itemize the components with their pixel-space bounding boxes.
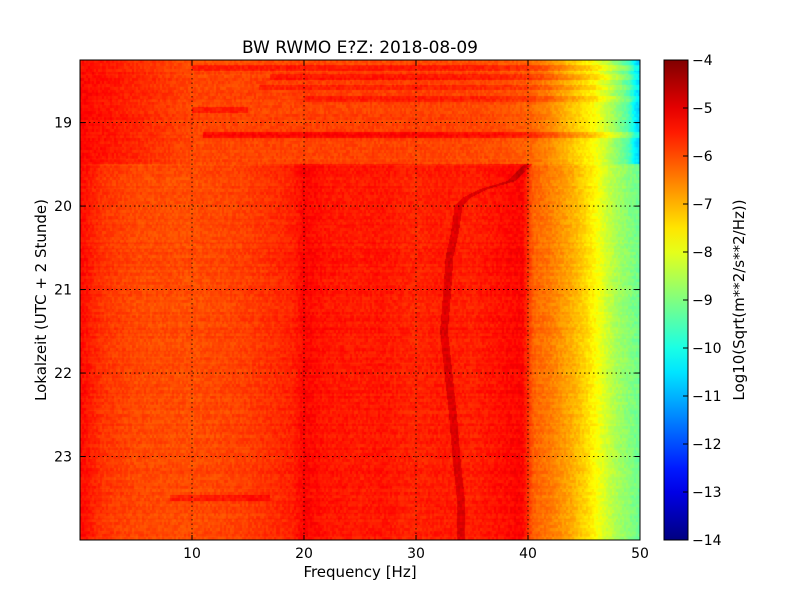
grid-lines: [80, 60, 640, 540]
plot-area: 10 20 30 40 50 19 20 21 22 23: [54, 59, 649, 562]
x-axis-label: Frequency [Hz]: [303, 563, 416, 581]
y-tick-label: 20: [54, 199, 72, 215]
spectrogram-heatmap: [80, 60, 640, 540]
colorbar-tick-label: −6: [692, 149, 713, 165]
colorbar-tick-label: −14: [692, 533, 722, 549]
colorbar-ticks: −4 −5 −6 −7 −8 −9 −10 −11 −12 −13 −14: [683, 53, 722, 549]
x-tick-label: 10: [183, 546, 201, 562]
x-tick-label: 30: [407, 546, 425, 562]
colorbar-tick-label: −7: [692, 197, 713, 213]
x-tick-label: 40: [519, 546, 537, 562]
y-axis-label: Lokalzeit (UTC + 2 Stunde): [32, 199, 50, 401]
colorbar-tick-label: −13: [692, 485, 722, 501]
x-axis-ticks: 10 20 30 40 50: [183, 60, 649, 562]
x-tick-label: 20: [295, 546, 313, 562]
colorbar-label: Log10(Sqrt(m**2/s**2/Hz)): [730, 199, 748, 400]
plot-frame: [79, 59, 641, 541]
chart-title: BW RWMO E?Z: 2018-08-09: [242, 38, 478, 58]
y-tick-label: 23: [54, 450, 72, 466]
y-tick-label: 19: [54, 116, 72, 132]
y-tick-label: 22: [54, 366, 72, 382]
colorbar-tick-label: −9: [692, 293, 713, 309]
y-tick-label: 21: [54, 283, 72, 299]
colorbar-tick-label: −10: [692, 341, 722, 357]
colorbar-tick-label: −11: [692, 389, 722, 405]
colorbar-tick-label: −4: [692, 53, 713, 69]
colorbar-tick-label: −5: [692, 101, 713, 117]
colorbar-tick-label: −12: [692, 437, 722, 453]
colorbar-tick-label: −8: [692, 245, 713, 261]
colorbar: −4 −5 −6 −7 −8 −9 −10 −11 −12 −13 −14: [663, 53, 722, 549]
y-axis-ticks: 19 20 21 22 23: [54, 116, 640, 466]
x-tick-label: 50: [631, 546, 649, 562]
